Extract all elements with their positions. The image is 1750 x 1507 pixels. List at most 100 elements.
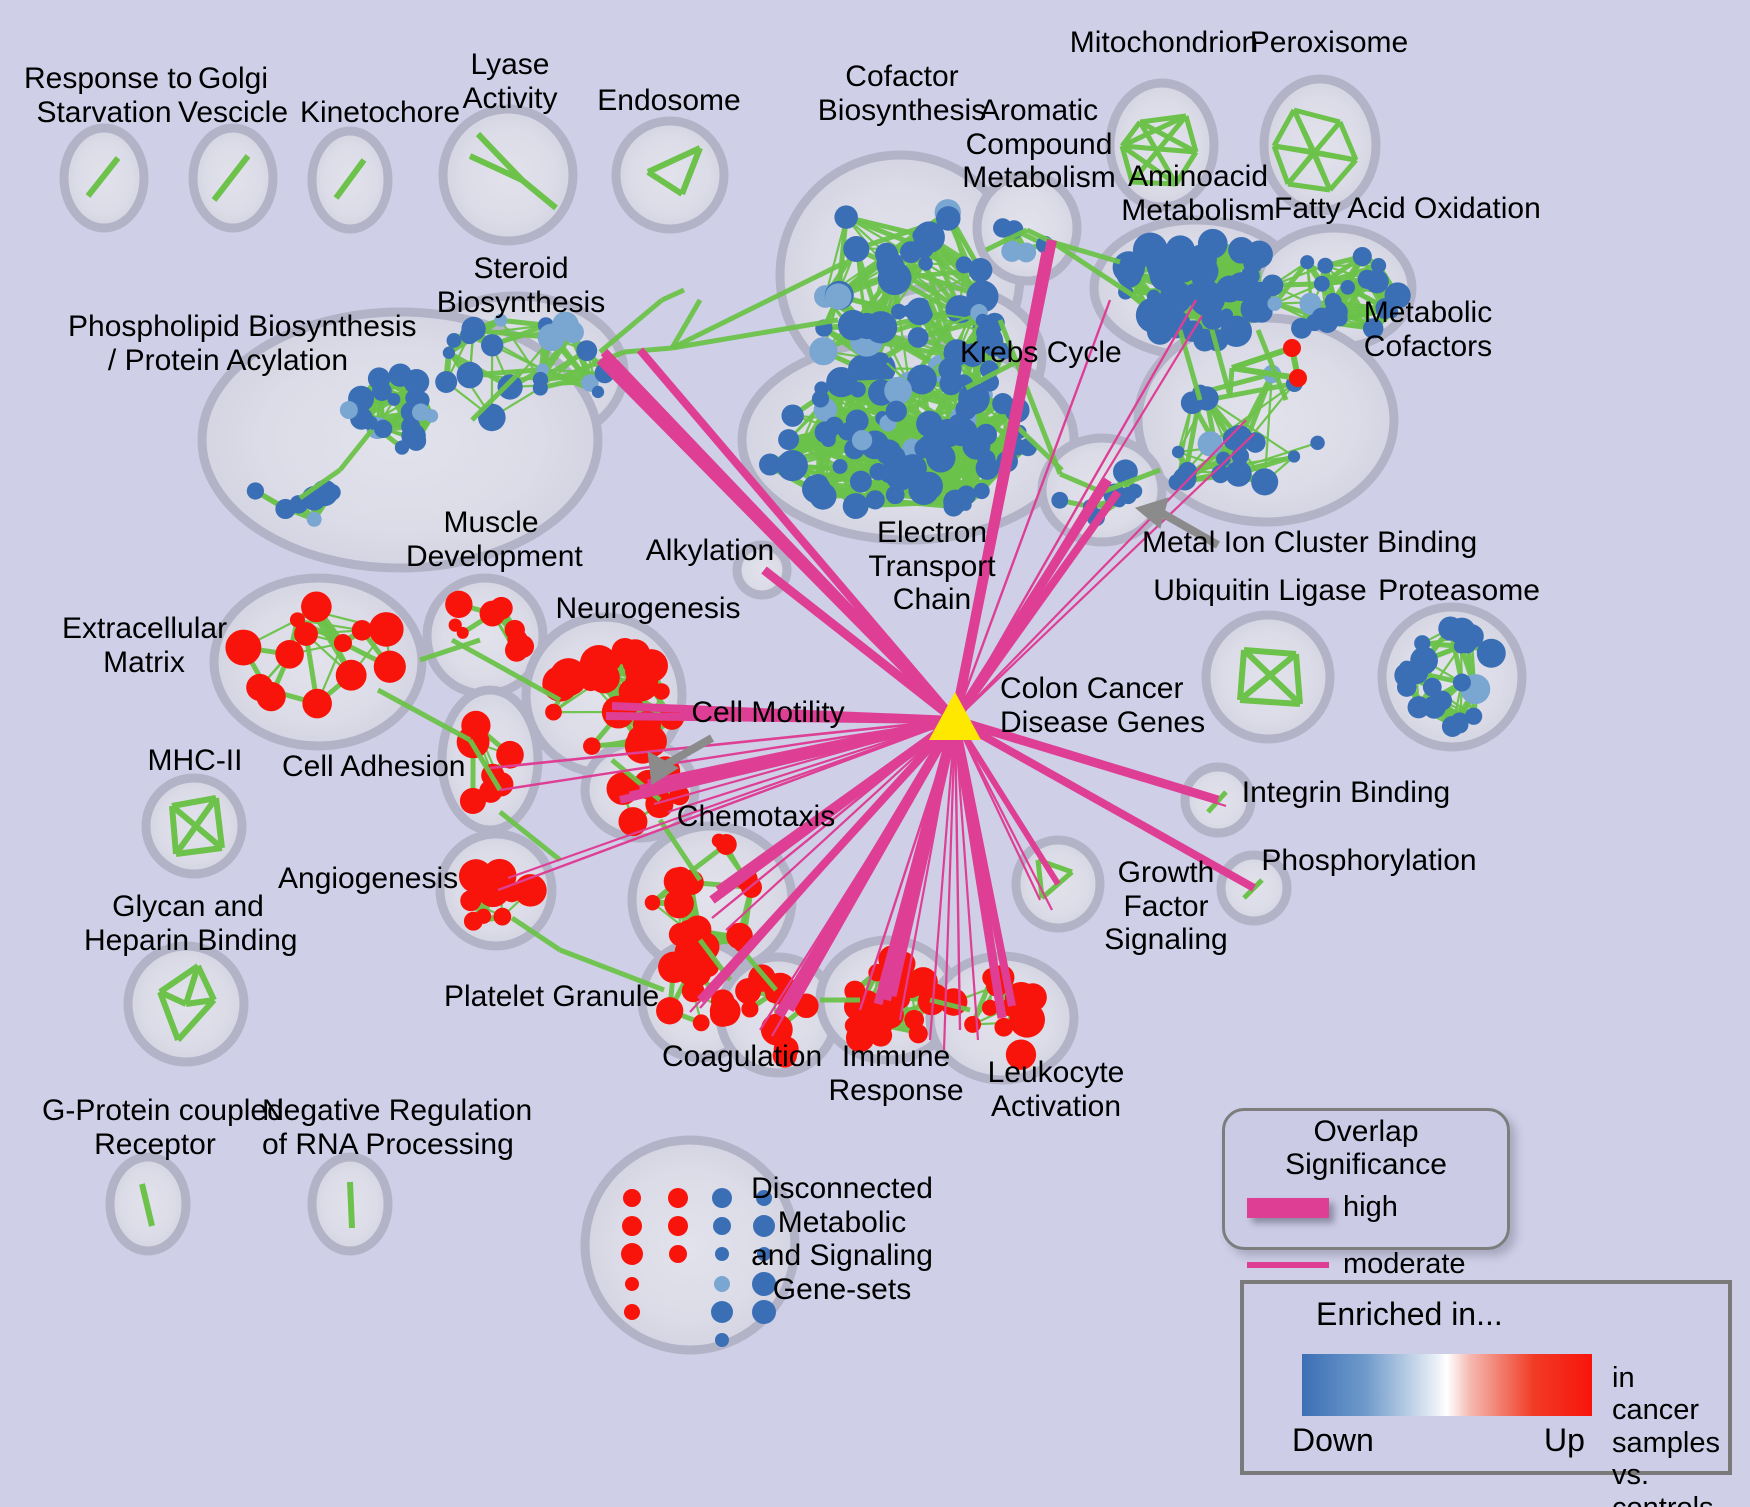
gene-set-node [504, 638, 529, 662]
thin-edge-swatch-icon [1247, 1261, 1329, 1268]
gene-set-node [1226, 424, 1253, 451]
hub-edge-high [953, 716, 1256, 892]
gene-set-node [1226, 272, 1256, 302]
gene-set-node [811, 390, 830, 408]
gene-set-node [305, 603, 320, 618]
gene-set-node [1172, 260, 1195, 283]
disconnected-node [668, 1188, 688, 1208]
disconnected-node [715, 1247, 729, 1261]
gene-set-node [907, 364, 937, 395]
gene-set-node [778, 429, 800, 451]
gene-set-node [618, 807, 648, 837]
gene-set-node [1112, 459, 1138, 485]
gene-set-node [493, 907, 512, 926]
gene-set-node [362, 415, 378, 431]
hub-edge-moderate [858, 719, 957, 1011]
gene-set-node [664, 888, 694, 919]
gene-set-node [845, 409, 869, 433]
gene-set-node [1476, 638, 1506, 668]
gene-set-node [914, 471, 943, 500]
gene-set-node [306, 511, 322, 527]
gene-set-node [1232, 249, 1247, 264]
gene-set-node [908, 1024, 928, 1044]
gene-set-node [372, 381, 389, 399]
cluster-edges [85, 107, 1359, 1229]
disconnected-node [752, 1300, 776, 1324]
gene-set-node [545, 703, 562, 721]
gene-set-node [1340, 280, 1356, 295]
hub-edge-moderate [711, 719, 956, 919]
hub-edge-moderate [953, 299, 1112, 721]
hub-edge-moderate [954, 718, 1227, 808]
gene-set-node [435, 371, 458, 393]
gene-set-node [335, 659, 367, 691]
gene-set-node [351, 620, 373, 641]
gene-set-node [582, 659, 614, 691]
gene-set-node [275, 639, 304, 669]
gene-set-node [324, 484, 341, 501]
gene-set-node [1240, 295, 1269, 323]
disconnected-node [621, 1243, 643, 1265]
gene-set-node [907, 327, 929, 348]
gene-set-node [726, 922, 753, 950]
gene-set-node [890, 303, 907, 320]
gene-set-node [735, 978, 762, 1005]
gene-set-node [387, 393, 401, 406]
gene-set-node [1362, 318, 1384, 339]
gene-set-node [981, 999, 999, 1016]
gene-set-node [993, 218, 1013, 238]
gene-set-node [849, 381, 866, 398]
gene-set-node [765, 985, 783, 1004]
hub-edge-moderate [954, 433, 1255, 721]
legend-enriched-up-label: Up [1544, 1422, 1585, 1458]
legend-enriched-down-label: Down [1292, 1422, 1374, 1458]
gene-set-node [916, 410, 943, 438]
hub-edge-high [951, 719, 1016, 1007]
gene-set-node [956, 485, 977, 505]
color-scale-gradient-icon [1302, 1354, 1592, 1416]
gene-set-node [692, 1014, 710, 1032]
gene-set-node [975, 423, 998, 446]
gene-set-node [964, 1015, 982, 1033]
gene-set-node [1166, 281, 1183, 298]
gene-set-node [1289, 369, 1307, 387]
arrow-cell-motility [647, 734, 714, 785]
gene-set-node [1399, 660, 1415, 676]
generated-network [225, 199, 1506, 1347]
hub-edge-high [950, 251, 1051, 721]
gene-set-node [225, 629, 262, 666]
gene-set-node [461, 316, 486, 342]
gene-set-node [955, 256, 973, 274]
gene-set-node [1243, 254, 1263, 274]
gene-set-node [1168, 474, 1185, 491]
gene-set-node [465, 718, 482, 736]
gene-set-node [1352, 247, 1372, 267]
gene-set-node [939, 372, 963, 396]
gene-set-node [1146, 252, 1177, 282]
gene-set-node [1422, 695, 1446, 719]
gene-set-node [1407, 696, 1430, 719]
disconnected-node [624, 1304, 640, 1320]
disconnected-node [713, 1217, 731, 1235]
gene-set-node [504, 619, 525, 641]
hub-edge-moderate [489, 718, 956, 770]
gene-set-node [656, 997, 684, 1025]
gene-set-node [900, 241, 923, 264]
gene-set-node [809, 482, 837, 510]
hub-node-colon-cancer-disease-genes[interactable] [929, 692, 981, 740]
gene-set-node [448, 618, 462, 632]
gene-set-node [333, 634, 353, 653]
gene-set-node [781, 404, 804, 427]
hub-edge-moderate [954, 719, 1053, 911]
gene-set-node [943, 496, 964, 517]
gene-set-node [844, 980, 866, 1002]
gene-set-node [1162, 310, 1191, 339]
legend-overlap-moderate-label: moderate [1343, 1248, 1466, 1280]
annotation-arrows [647, 497, 1220, 785]
gene-set-node [576, 340, 598, 362]
gene-set-node [463, 911, 483, 931]
legend-overlap-title: Overlap Significance [1285, 1115, 1447, 1181]
gene-set-node [611, 638, 639, 665]
gene-set-node [1384, 282, 1411, 309]
gene-set-node [1201, 306, 1225, 330]
